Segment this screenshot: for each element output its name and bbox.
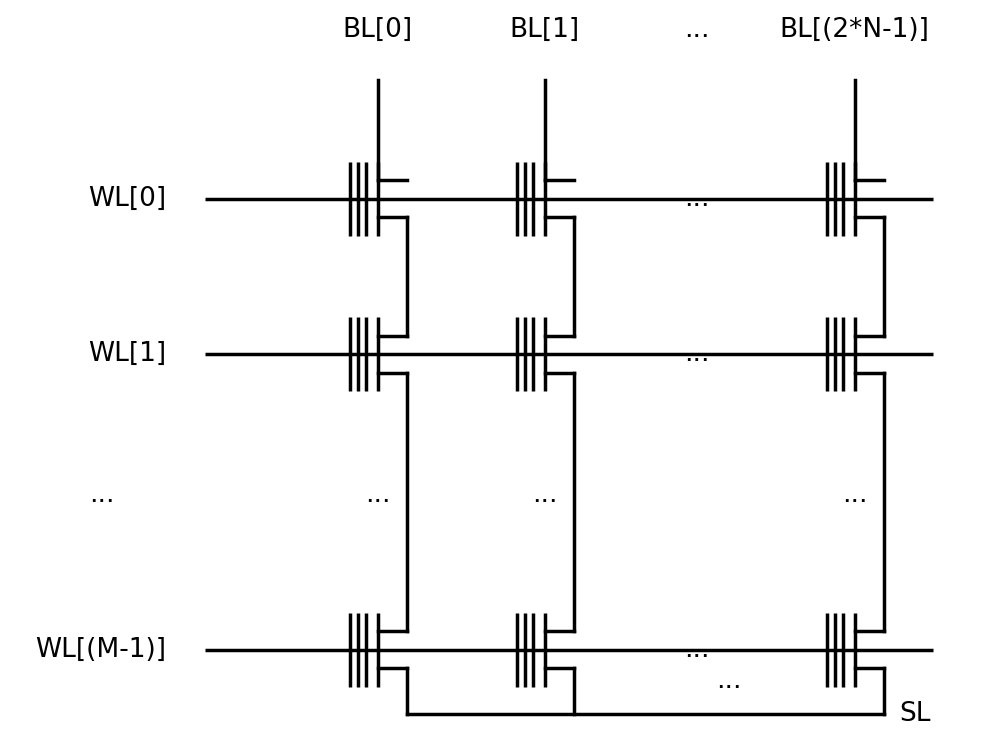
Text: ...: ... <box>365 481 390 507</box>
Text: WL[0]: WL[0] <box>88 186 166 212</box>
Text: BL[1]: BL[1] <box>510 17 580 43</box>
Text: WL[1]: WL[1] <box>88 341 166 367</box>
Text: ...: ... <box>684 186 710 212</box>
Text: ...: ... <box>684 637 710 663</box>
Text: WL[(M-1)]: WL[(M-1)] <box>35 637 166 663</box>
Text: BL[(2*N-1)]: BL[(2*N-1)] <box>780 17 930 43</box>
Text: BL[0]: BL[0] <box>343 17 413 43</box>
Text: ...: ... <box>89 481 115 507</box>
Text: ...: ... <box>716 668 742 694</box>
Text: SL: SL <box>899 701 930 727</box>
Text: ...: ... <box>842 481 867 507</box>
Text: ...: ... <box>684 17 710 43</box>
Text: ...: ... <box>532 481 558 507</box>
Text: ...: ... <box>684 341 710 367</box>
